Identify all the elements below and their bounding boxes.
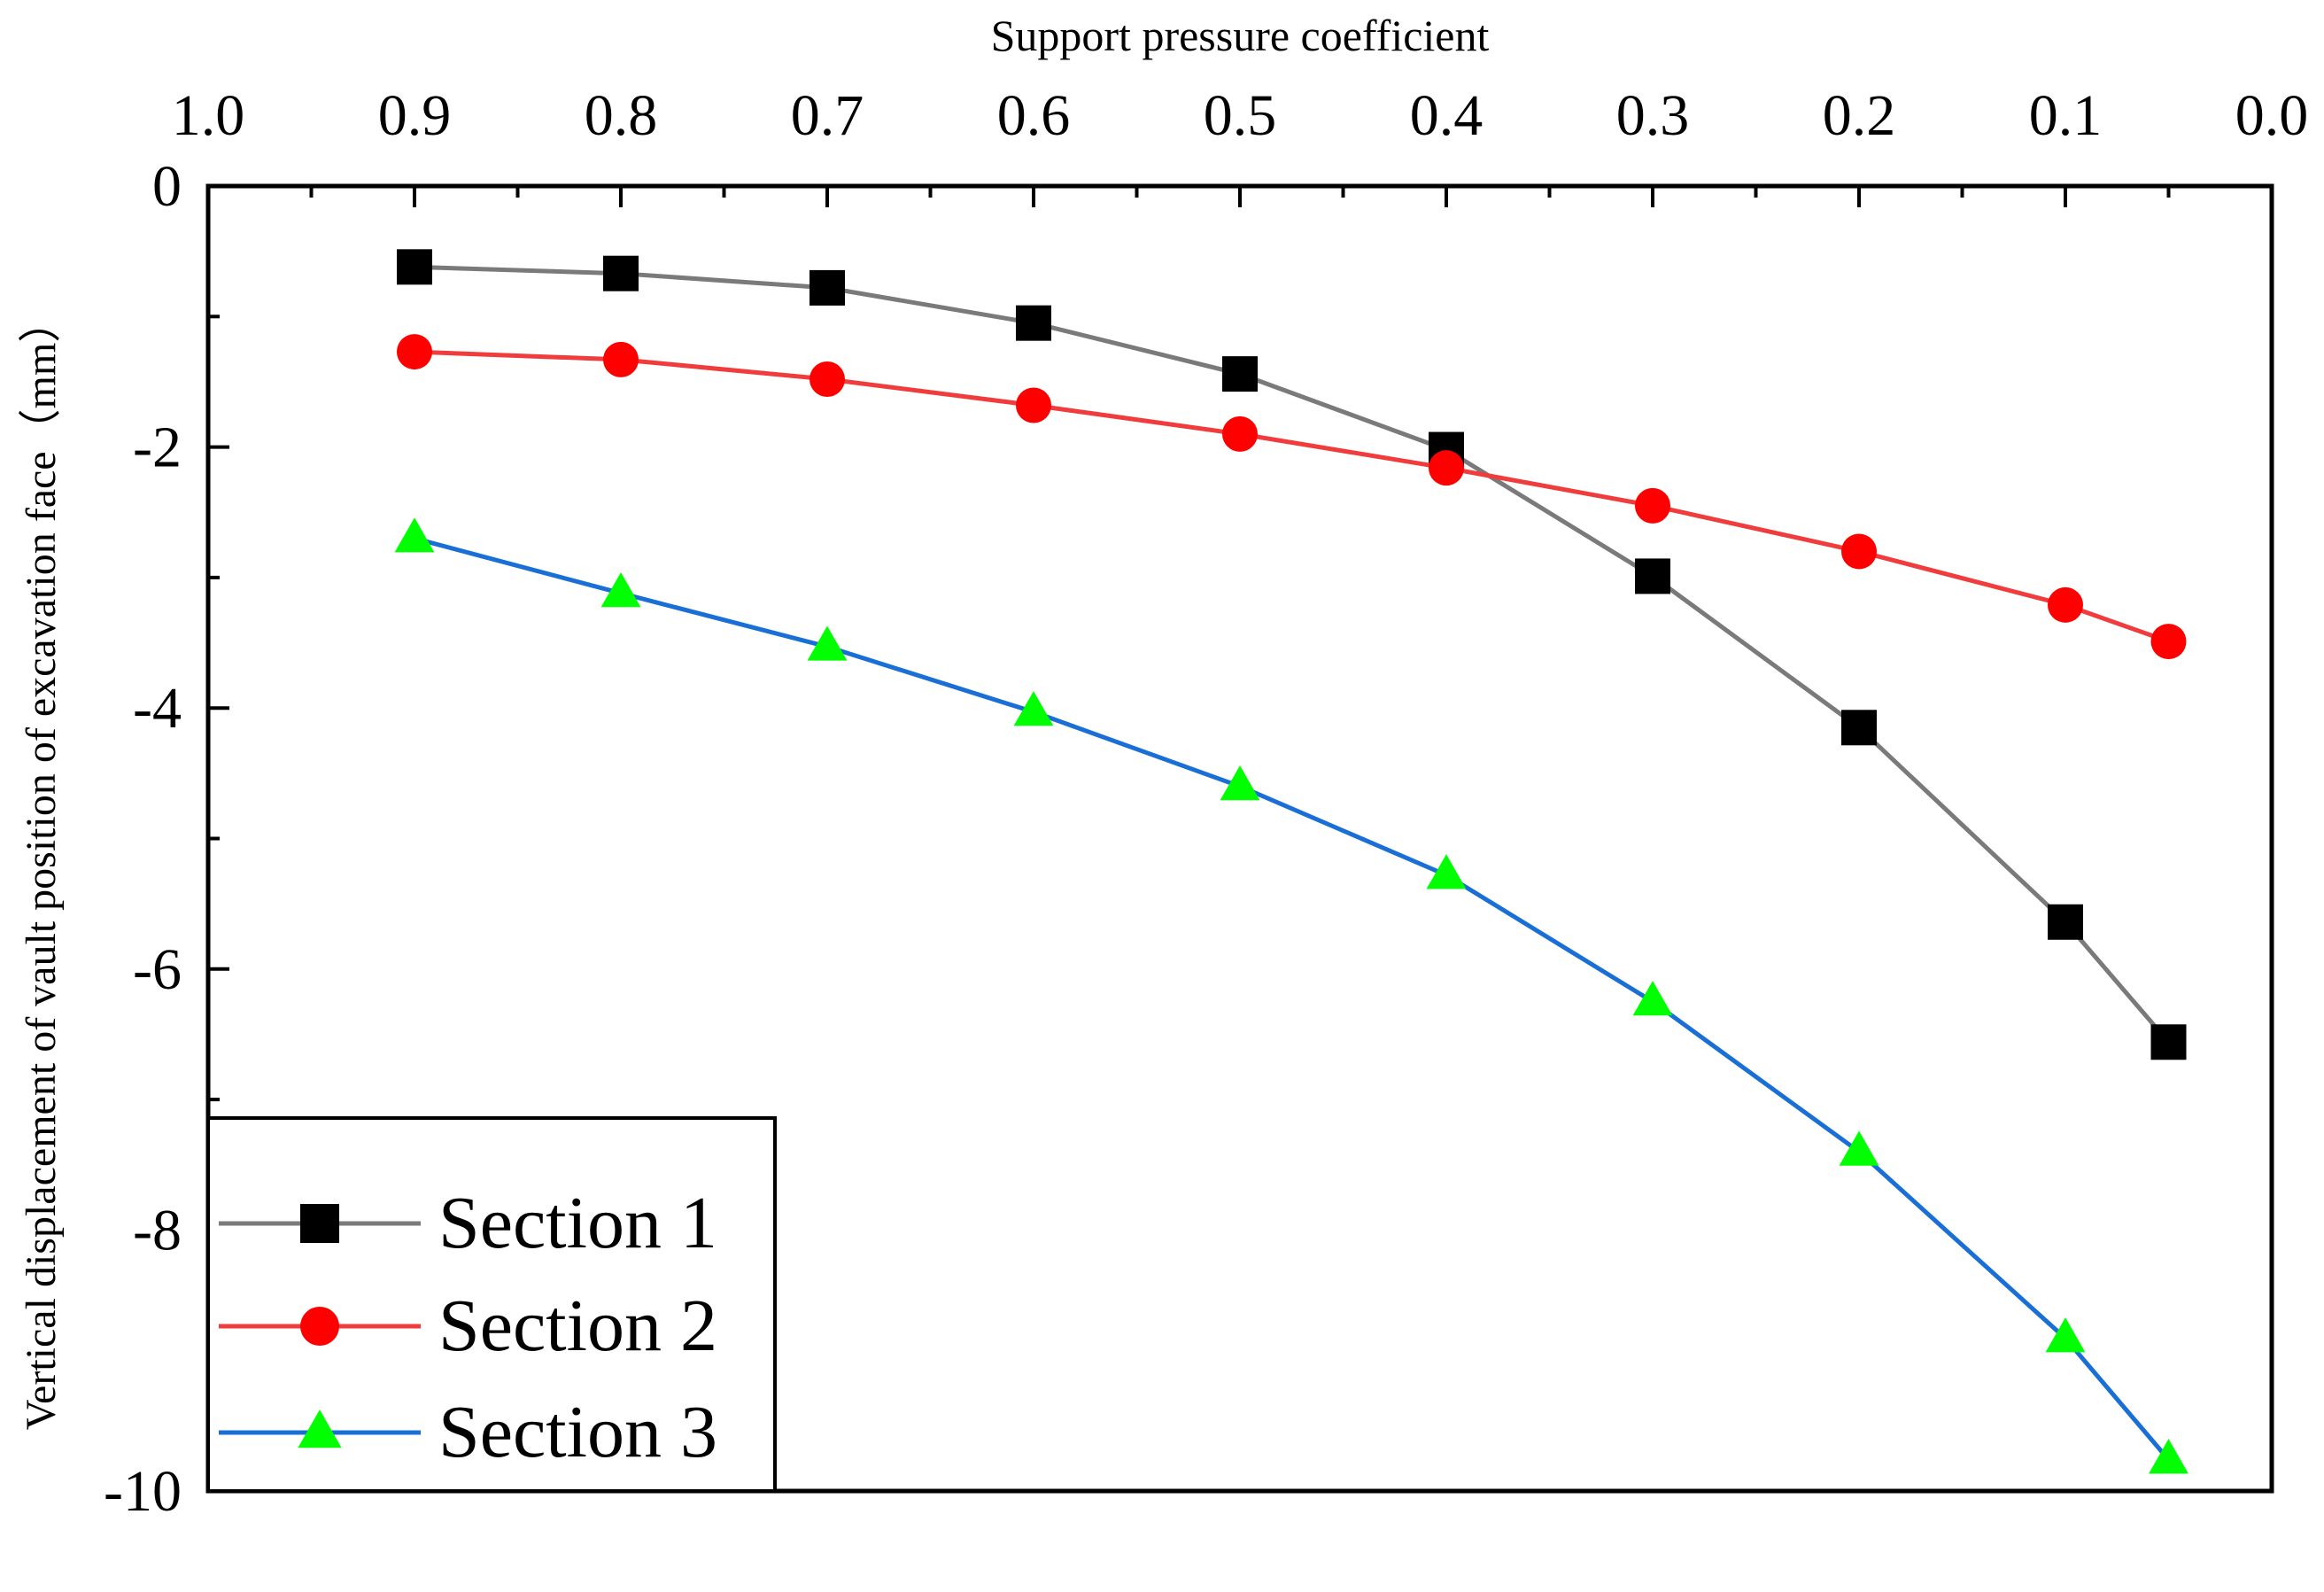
y-tick-label: -10 [104,1459,182,1524]
x-tick-label: 0.8 [585,83,658,148]
legend-label: Section 3 [438,1391,717,1473]
legend-item-2: Section 2 [219,1285,717,1367]
data-point [1632,981,1673,1016]
y-tick-label: -4 [133,676,182,741]
x-tick-label: 0.3 [1616,83,1690,148]
data-point [1222,415,1258,452]
data-point [807,625,848,661]
data-point [1222,356,1258,392]
data-point [2149,1439,2188,1474]
data-point [2150,1024,2187,1060]
data-point [1426,854,1467,889]
data-point [2048,904,2083,940]
legend-marker [298,1410,342,1448]
data-point [1841,533,1877,570]
y-axis-title: Vertical displacement of vault position … [18,300,65,1431]
x-tick-label: 1.0 [172,83,245,148]
series-1 [397,249,2187,1060]
x-tick-label: 0.6 [997,83,1071,148]
data-point [600,572,641,608]
series-line [414,349,2170,644]
legend-label: Section 1 [438,1182,717,1264]
y-tick-label: -8 [133,1198,182,1262]
data-point [1841,710,1877,746]
x-tick-label: 0.5 [1204,83,1277,148]
data-point [603,255,639,291]
x-tick-label: 0.7 [791,83,864,148]
legend-label: Section 2 [438,1285,717,1367]
y-tick-label: -2 [133,415,182,480]
series-2 [397,334,2187,660]
data-point [1635,558,1670,594]
data-point [394,517,435,553]
x-tick-label: 0.9 [378,83,452,148]
series-line [414,536,2171,1462]
y-tick-label: -6 [133,937,182,1002]
data-point [1016,305,1051,341]
series-line [414,264,2171,1044]
data-point [1220,765,1260,801]
x-tick-label: 0.4 [1410,83,1483,148]
data-point [1839,1130,1879,1166]
data-point [810,361,845,398]
data-point [397,249,432,285]
data-point [1013,691,1054,726]
x-tick-label: 0.0 [2235,83,2309,148]
series-3 [394,517,2188,1474]
x-tick-label: 0.1 [2029,83,2103,148]
data-point [2045,1317,2086,1353]
data-point [603,341,639,377]
data-point [1016,387,1051,423]
data-point [2048,586,2083,623]
y-tick-label: 0 [152,154,182,219]
legend-item-3: Section 3 [219,1391,717,1473]
legend-marker [300,1204,339,1243]
legend: Section 1 Section 2 Section 3 [206,1116,777,1493]
series-layer [394,249,2188,1474]
legend-box [206,1116,777,1493]
y-axis-ticks: 0 -2 -4 -6 -8 -10 [104,154,229,1524]
legend-marker [300,1307,339,1346]
data-point [2150,624,2187,660]
x-axis-title: Support pressure coefficient [991,11,1490,60]
data-point [397,334,432,370]
x-tick-label: 0.2 [1823,83,1896,148]
x-axis-ticks: 1.0 0.9 0.8 0.7 0.6 0.5 0.4 0.3 0.2 0.1 0.0 [172,83,2309,207]
data-point [1429,450,1464,486]
legend-item-1: Section 1 [219,1182,717,1264]
data-point [810,269,845,306]
data-point [1635,487,1670,524]
